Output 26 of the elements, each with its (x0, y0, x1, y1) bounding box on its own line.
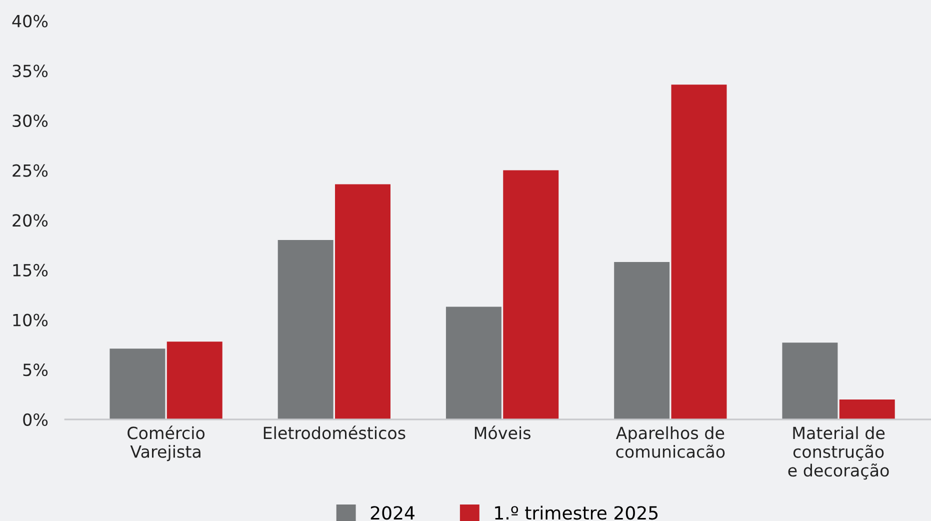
bar (166, 342, 222, 420)
bar (110, 348, 166, 420)
y-tick-label: 0% (23, 413, 48, 426)
y-tick-label: 15% (13, 264, 48, 277)
x-tick-label: Material de construção e decoração (788, 426, 889, 480)
y-tick-label: 25% (12, 164, 48, 177)
bar (278, 240, 334, 420)
bar (671, 84, 727, 420)
y-tick-label: 40% (12, 14, 48, 28)
x-tick-label: Eletrodomésticos (264, 426, 406, 440)
bar (446, 306, 502, 420)
bar (503, 170, 559, 420)
bar (614, 262, 670, 420)
x-tick-label: Móveis (474, 426, 530, 440)
y-tick-label: 5% (23, 364, 48, 376)
y-tick-label: 10% (13, 314, 48, 326)
y-tick-label: 35% (12, 64, 48, 78)
bar (782, 342, 838, 420)
y-tick-label: 20% (12, 214, 48, 227)
bar (839, 399, 895, 420)
x-tick-label: Comércio Varejista (128, 426, 205, 462)
bar (335, 184, 390, 420)
x-tick-label: Aparelhos de comunicacão (616, 426, 725, 458)
y-tick-label: 30% (12, 114, 48, 128)
legend-label: 1.º trimestre 2025 (495, 506, 658, 520)
legend-label: 2024 (370, 506, 414, 520)
